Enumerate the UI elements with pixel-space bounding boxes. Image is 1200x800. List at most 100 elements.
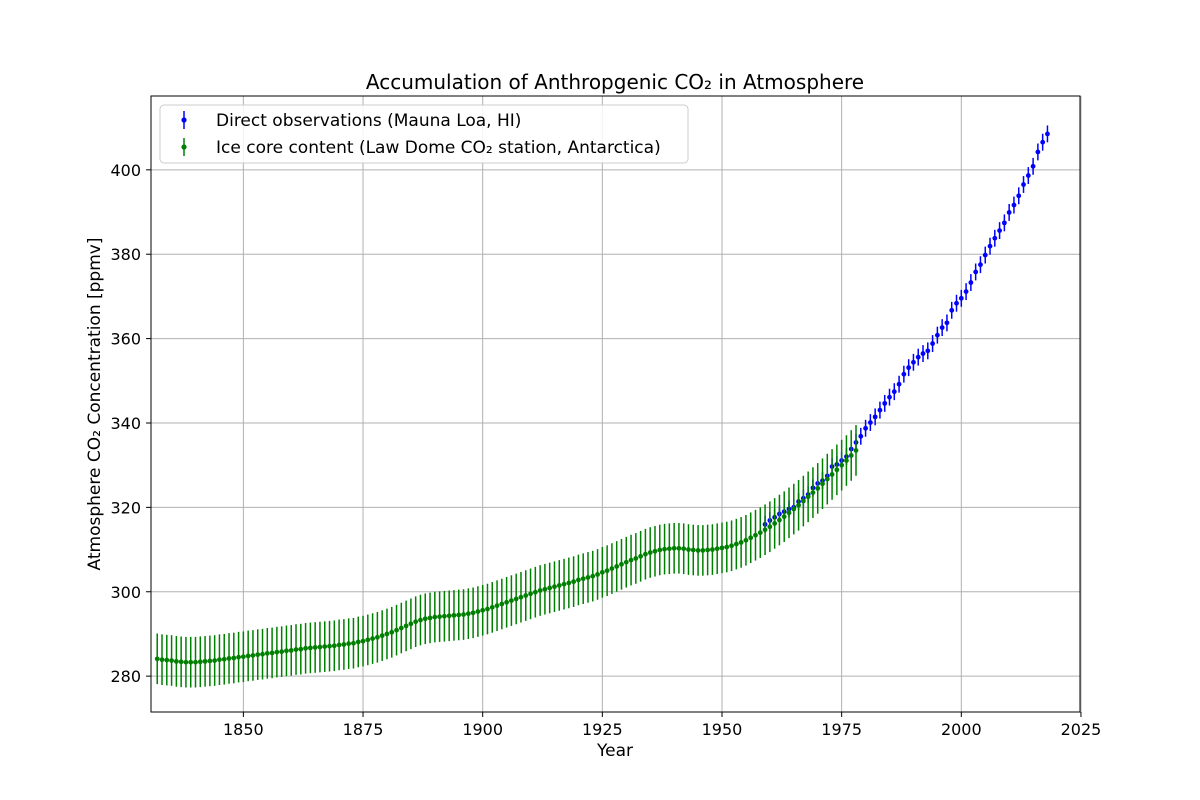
data-point: [346, 641, 352, 647]
data-point: [164, 657, 170, 663]
x-tick-label: 1875: [343, 720, 384, 739]
data-point: [322, 644, 328, 650]
data-point: [666, 546, 672, 552]
series-direct-observations: [762, 125, 1050, 533]
data-point: [159, 657, 165, 663]
data-point: [844, 458, 849, 463]
data-point: [920, 351, 926, 356]
data-point: [949, 307, 955, 313]
legend-marker-direct: [181, 111, 187, 129]
data-point: [437, 614, 443, 620]
data-point: [963, 289, 969, 295]
data-point: [585, 575, 591, 580]
x-tick-label: 2000: [941, 720, 982, 739]
data-point: [681, 546, 687, 552]
data-point: [671, 545, 677, 551]
data-point: [748, 535, 754, 541]
data-point: [509, 598, 514, 604]
data-point: [604, 568, 610, 574]
y-axis-label: Atmosphere CO₂ Concentration [ppmv]: [85, 238, 105, 571]
data-point: [255, 652, 261, 658]
data-point: [710, 547, 715, 552]
data-point: [470, 610, 476, 616]
data-point: [662, 546, 667, 552]
data-point: [327, 643, 332, 649]
data-point: [518, 594, 524, 600]
data-point: [781, 514, 787, 520]
data-point: [930, 341, 935, 346]
data-point: [772, 521, 778, 526]
data-point: [221, 656, 227, 662]
data-point: [815, 485, 821, 491]
data-point: [829, 472, 835, 477]
data-point: [389, 629, 395, 635]
data-point: [896, 381, 902, 387]
data-point: [169, 658, 174, 663]
data-point: [422, 616, 428, 622]
data-point: [303, 645, 308, 651]
plot-area: [154, 125, 1050, 688]
data-point: [264, 650, 270, 656]
data-point: [552, 584, 557, 590]
y-tick-label: 300: [110, 583, 141, 602]
data-point: [954, 300, 959, 306]
data-point: [451, 612, 457, 618]
legend-box: [159, 104, 689, 164]
data-point: [810, 490, 816, 496]
data-point: [882, 400, 888, 406]
data-point: [207, 658, 213, 664]
data-point: [939, 325, 945, 330]
data-point: [370, 636, 376, 641]
data-point: [1006, 210, 1012, 215]
data-point: [446, 613, 452, 619]
data-point: [805, 494, 811, 500]
data-point: [944, 320, 950, 326]
y-tick-label: 380: [110, 245, 141, 264]
data-point: [279, 649, 285, 655]
data-point: [968, 280, 974, 285]
x-tick-label: 1900: [462, 720, 503, 739]
data-point: [623, 559, 629, 565]
data-point: [480, 607, 486, 613]
data-point: [915, 354, 921, 360]
data-point: [580, 576, 586, 582]
data-point: [743, 537, 749, 543]
data-point: [657, 547, 663, 553]
data-point: [619, 561, 624, 567]
data-point: [824, 476, 830, 482]
data-point: [714, 546, 720, 552]
data-point: [820, 481, 825, 487]
data-point: [427, 615, 433, 621]
data-point: [269, 650, 275, 656]
data-point: [231, 655, 237, 661]
data-point: [379, 633, 385, 639]
data-point: [494, 603, 500, 609]
data-point: [418, 617, 423, 623]
data-point: [360, 638, 366, 644]
data-point: [245, 653, 251, 659]
data-point: [384, 631, 390, 637]
data-point: [858, 433, 864, 439]
data-point: [733, 541, 739, 547]
data-point: [887, 394, 892, 400]
data-point: [513, 596, 519, 602]
data-point: [992, 235, 998, 241]
data-point: [250, 653, 256, 658]
data-point: [183, 659, 189, 665]
data-point: [695, 548, 701, 553]
data-point: [753, 532, 758, 538]
data-point: [408, 621, 414, 627]
legend: Direct observations (Mauna Loa, HI) Ice …: [159, 104, 689, 164]
data-point: [777, 517, 782, 523]
data-point: [729, 543, 734, 549]
data-point: [217, 657, 222, 663]
data-point: [461, 612, 466, 617]
data-point: [609, 566, 615, 571]
data-point: [796, 502, 801, 508]
data-point: [394, 627, 399, 633]
data-point: [178, 659, 184, 665]
data-point: [614, 564, 620, 569]
data-point: [197, 659, 203, 665]
data-point: [643, 551, 648, 557]
data-point: [724, 544, 730, 550]
